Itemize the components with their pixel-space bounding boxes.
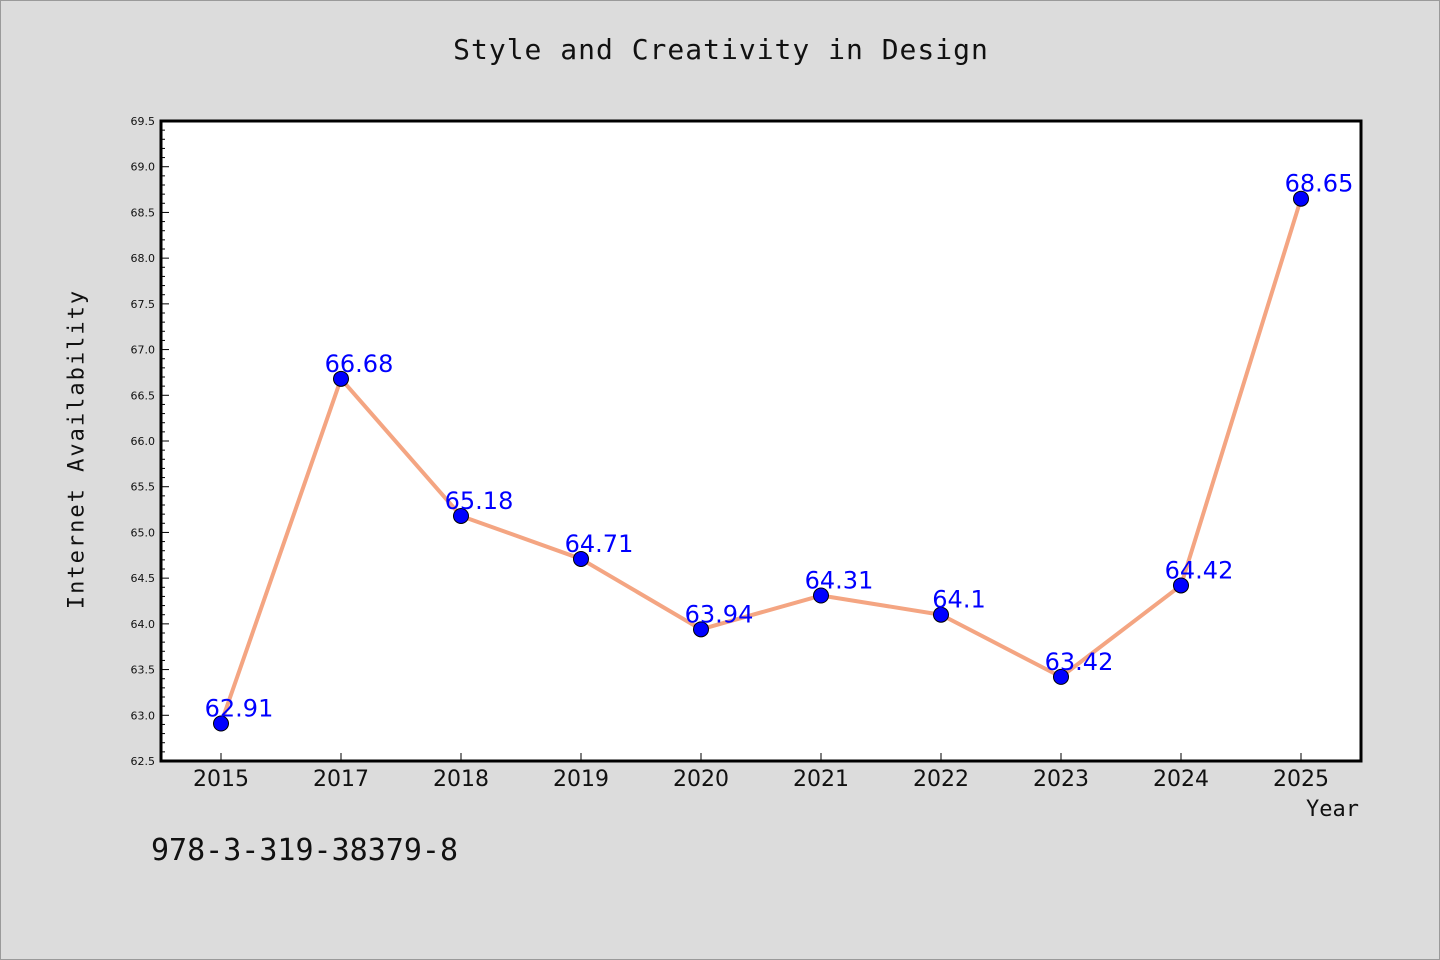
- data-label: 63.42: [1045, 648, 1114, 676]
- y-tick-label: 62.5: [131, 755, 156, 768]
- data-point: [1173, 577, 1189, 594]
- y-tick-label: 66.5: [131, 389, 156, 402]
- data-point: [453, 507, 469, 524]
- x-axis-label: Year: [1306, 797, 1359, 822]
- data-label: 66.68: [325, 350, 394, 378]
- y-tick-label: 63.0: [131, 709, 156, 722]
- y-tick-label: 68.5: [131, 206, 156, 219]
- data-point: [573, 550, 589, 567]
- data-point: [813, 587, 829, 604]
- x-tick-label: 2021: [793, 767, 849, 792]
- data-point: [1053, 668, 1069, 685]
- y-tick-label: 69.0: [131, 161, 156, 174]
- x-tick-label: 2023: [1033, 767, 1089, 792]
- data-label: 64.31: [805, 567, 874, 595]
- y-tick-label: 69.5: [131, 115, 156, 128]
- y-axis: 62.5 63.0 63.5 64.0 64.5 65.0 65.5 66.0 66.5 67.0…: [131, 115, 169, 768]
- chart-title: Style and Creativity in Design: [453, 33, 989, 66]
- data-label: 62.91: [205, 695, 274, 723]
- data-point: [933, 606, 949, 623]
- data-point: [693, 621, 709, 638]
- y-tick-label: 64.5: [131, 572, 156, 585]
- x-tick-label: 2022: [913, 767, 969, 792]
- y-tick-label: 67.5: [131, 298, 156, 311]
- y-tick-label: 63.5: [131, 664, 156, 677]
- x-tick-label: 2018: [433, 767, 489, 792]
- isbn-code: 978-3-319-38379-8: [151, 833, 459, 868]
- y-tick-label: 67.0: [131, 344, 156, 357]
- data-label: 64.1: [932, 586, 985, 614]
- y-tick-label: 66.0: [131, 435, 156, 448]
- data-label: 65.18: [445, 487, 514, 515]
- data-point: [213, 715, 229, 732]
- series-line: [219, 198, 1303, 725]
- x-tick-label: 2024: [1153, 767, 1209, 792]
- x-tick-label: 2015: [193, 767, 249, 792]
- x-axis: 2015 2017 2018 2019 2020 2021 2022 2023 2024 2025: [193, 753, 1329, 792]
- data-point: [333, 370, 349, 387]
- x-tick-label: 2020: [673, 767, 729, 792]
- x-tick-label: 2017: [313, 767, 369, 792]
- data-label: 64.42: [1165, 556, 1234, 584]
- data-label: 68.65: [1285, 170, 1354, 198]
- x-tick-label: 2025: [1273, 767, 1329, 792]
- data-point: [1293, 190, 1309, 207]
- plot-area: [159, 119, 1363, 763]
- y-tick-label: 65.5: [131, 481, 156, 494]
- x-tick-label: 2019: [553, 767, 609, 792]
- y-tick-label: 65.0: [131, 526, 156, 539]
- data-label: 64.71: [565, 530, 634, 558]
- data-label: 63.94: [685, 600, 754, 628]
- y-tick-label: 68.0: [131, 252, 156, 265]
- series-layer: 62.91 66.68 65.18 64.71 63.94 64.31 64.1 63.42 6…: [205, 170, 1354, 732]
- y-tick-label: 64.0: [131, 618, 156, 631]
